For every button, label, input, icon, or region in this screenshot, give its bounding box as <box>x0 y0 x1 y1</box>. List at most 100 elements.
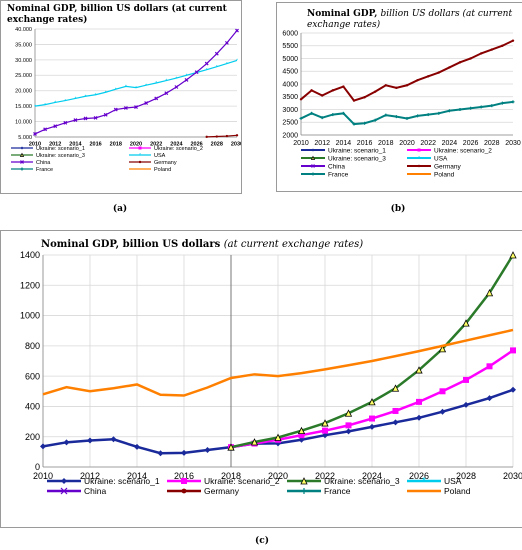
data-point-france <box>437 111 441 115</box>
y-tick-label: 15.000 <box>15 104 32 110</box>
data-point-france <box>479 105 483 109</box>
x-tick-label: 2010 <box>33 471 53 481</box>
panel-b-title-main: Nominal GDP, <box>307 9 378 19</box>
series-line-france <box>300 100 514 126</box>
data-point-ukraine-scenario-1 <box>63 439 70 446</box>
data-point-germany <box>469 57 472 60</box>
data-point-france <box>352 122 356 126</box>
x-tick-label: 2014 <box>69 142 82 148</box>
legend-label-china: China <box>36 160 51 166</box>
data-point-france <box>394 115 398 119</box>
legend-marker-ukraine-scenario-3 <box>310 155 316 160</box>
legend-label-france: France <box>324 486 351 496</box>
legend-marker-germany <box>181 488 187 494</box>
data-point-germany <box>427 75 430 78</box>
data-point-usa: * <box>115 86 117 92</box>
data-point-ukraine-scenario-1 <box>298 436 305 443</box>
data-point-china <box>123 106 128 110</box>
legend-marker-germany <box>138 160 142 164</box>
y-tick-label: 800 <box>25 341 40 351</box>
data-point-ukraine-scenario-3 <box>297 426 306 435</box>
data-point-ukraine-scenario-3 <box>344 409 353 417</box>
data-point-usa: * <box>125 84 127 90</box>
data-point-france <box>299 116 303 120</box>
y-tick-label: 600 <box>25 371 40 381</box>
panel-c-label: (c) <box>255 536 269 546</box>
data-point-germany <box>384 84 387 87</box>
y-tick-label: 1000 <box>20 311 40 321</box>
data-point-ukraine-scenario-2 <box>486 363 493 370</box>
x-tick-label: 2012 <box>80 471 100 481</box>
y-tick-label: 40.000 <box>15 27 32 33</box>
x-tick-label: 2014 <box>336 140 352 147</box>
series-ukraine-scenario-3 <box>227 251 517 451</box>
legend-marker-ukraine-scenario-1 <box>61 478 67 484</box>
y-tick-label: 5000 <box>282 56 298 63</box>
data-point-ukraine-scenario-1 <box>345 428 352 435</box>
x-tick-label: 2030 <box>231 142 241 148</box>
y-tick-label: 1200 <box>20 280 40 290</box>
series-germany <box>205 134 239 139</box>
x-tick-label: 2030 <box>503 471 522 481</box>
data-point-china <box>144 101 149 105</box>
legend: Ukraine: scenario_1 Ukraine: scenario_2 Uk… <box>11 146 203 173</box>
data-point-france <box>426 113 430 117</box>
data-point-germany <box>363 96 366 99</box>
data-point-germany <box>235 134 239 137</box>
legend-label-poland: Poland <box>444 486 471 496</box>
data-point-france <box>490 104 494 108</box>
data-point-usa: * <box>105 89 107 95</box>
y-tick-label: 35.000 <box>15 42 32 48</box>
data-point-germany <box>299 98 303 101</box>
data-point-ukraine-scenario-1 <box>322 432 328 439</box>
x-tick-label: 2026 <box>463 140 479 147</box>
data-point-france <box>405 116 409 120</box>
y-tick-label: 30.000 <box>15 58 32 64</box>
data-point-usa: * <box>155 80 157 86</box>
data-point-france <box>341 111 345 115</box>
data-point-china <box>174 85 179 89</box>
panel-b-title-sub: billion US dollars (at current exchange … <box>307 9 513 30</box>
data-point-ukraine-scenario-1 <box>157 450 164 457</box>
x-tick-label: 2018 <box>221 471 241 481</box>
panel-b-label: (b) <box>390 204 406 214</box>
legend-marker-ukraine-scenario-2 <box>417 148 421 152</box>
legend-label-ukraine-scenario-1: Ukraine: scenario_1 <box>36 146 85 152</box>
data-point-ukraine-scenario-1 <box>87 437 93 444</box>
series-line-china <box>34 30 238 135</box>
data-point-france <box>500 101 504 105</box>
legend-label-ukraine-scenario-2: Ukraine: scenario_2 <box>154 146 203 152</box>
data-point-china <box>103 112 108 117</box>
x-tick-label: 2016 <box>174 471 194 481</box>
data-point-germany <box>458 61 462 64</box>
series-usa: * * * * * * * *** * * * * ******* <box>34 58 238 110</box>
data-point-france <box>310 111 314 115</box>
y-tick-label: 1400 <box>20 250 40 260</box>
legend-label-poland: Poland <box>154 167 171 173</box>
legend-marker-france <box>301 488 307 494</box>
legend-label-ukraine-scenario-3: Ukraine: scenario_3 <box>328 155 386 162</box>
series-line-usa <box>34 59 238 107</box>
y-tick-label: 3500 <box>282 94 298 101</box>
data-point-germany <box>416 78 419 82</box>
legend-label-ukraine-scenario-3: Ukraine: scenario_3 <box>36 153 85 159</box>
legend-label-germany: Germany <box>204 486 240 496</box>
x-tick-label: 2010 <box>293 140 309 147</box>
data-point-china <box>194 70 199 75</box>
data-point-ukraine-scenario-3 <box>415 366 423 374</box>
data-point-usa: * <box>206 67 208 73</box>
legend-label-ukraine-scenario-2: Ukraine: scenario_2 <box>204 476 280 486</box>
legend-label-germany: Germany <box>154 160 177 166</box>
x-tick-label: 2024 <box>362 471 382 481</box>
series-germany <box>299 39 515 102</box>
data-point-germany <box>342 85 345 88</box>
x-tick-label: 2020 <box>130 142 142 148</box>
data-point-ukraine-scenario-3 <box>509 251 517 259</box>
data-point-ukraine-scenario-1 <box>181 449 187 456</box>
data-point-ukraine-scenario-2 <box>439 388 446 395</box>
panel-a-title: Nominal GDP, billion US dollars (at curr… <box>7 4 237 26</box>
legend-label-china: China <box>328 163 345 170</box>
y-tick-label: 6000 <box>282 30 298 37</box>
x-tick-label: 2026 <box>409 471 429 481</box>
legend-marker-usa: * <box>139 152 141 158</box>
